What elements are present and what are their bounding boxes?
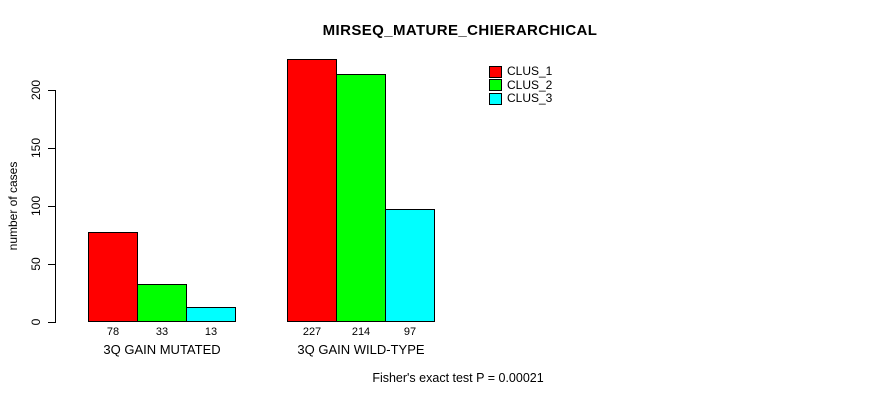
category-label: 3Q GAIN MUTATED bbox=[103, 342, 221, 357]
legend-item-clus_3: CLUS_3 bbox=[489, 92, 552, 106]
bar-value-label: 78 bbox=[106, 326, 120, 338]
legend-swatch-clus_1 bbox=[489, 65, 502, 78]
category-label: 3Q GAIN WILD-TYPE bbox=[297, 342, 425, 357]
bar-clus_1-group1 bbox=[88, 231, 138, 322]
legend-swatch-clus_2 bbox=[489, 79, 502, 92]
y-axis-tick bbox=[48, 148, 55, 149]
y-axis-line bbox=[55, 90, 56, 323]
y-axis-tick bbox=[48, 322, 55, 323]
bar-value-label: 97 bbox=[403, 326, 417, 338]
bar-clus_1-group2 bbox=[287, 58, 337, 322]
bar-clus_2-group2 bbox=[336, 73, 386, 322]
legend-item-clus_1: CLUS_1 bbox=[489, 65, 552, 79]
bar-value-label: 13 bbox=[204, 326, 218, 338]
y-tick-label: 200 bbox=[29, 79, 43, 101]
chart-title: MIRSEQ_MATURE_CHIERARCHICAL bbox=[322, 22, 598, 39]
y-axis-tick bbox=[48, 264, 55, 265]
bar-clus_2-group1 bbox=[137, 283, 187, 322]
legend-label-clus_1: CLUS_1 bbox=[507, 64, 553, 79]
legend-label-clus_3: CLUS_3 bbox=[507, 91, 553, 106]
bar-value-label: 214 bbox=[351, 326, 371, 338]
y-axis-tick bbox=[48, 206, 55, 207]
bar-value-label: 33 bbox=[155, 326, 169, 338]
y-axis-tick bbox=[48, 90, 55, 91]
legend-item-clus_2: CLUS_2 bbox=[489, 77, 553, 93]
legend-swatch-clus_3 bbox=[489, 92, 502, 105]
legend-label-clus_2: CLUS_2 bbox=[507, 77, 553, 92]
y-tick-label: 150 bbox=[29, 137, 43, 159]
bar-clus_3-group2 bbox=[385, 209, 435, 322]
legend: CLUS_1 CLUS_2 CLUS_3 bbox=[489, 65, 552, 106]
fisher-test-annotation: Fisher's exact test P = 0.00021 bbox=[372, 371, 544, 385]
bar-value-label: 227 bbox=[302, 326, 322, 338]
y-tick-label: 100 bbox=[29, 195, 43, 217]
y-tick-label: 0 bbox=[29, 318, 43, 326]
bar-clus_3-group1 bbox=[186, 306, 236, 322]
y-tick-label: 50 bbox=[29, 257, 43, 271]
y-axis-label: number of cases bbox=[6, 161, 20, 251]
